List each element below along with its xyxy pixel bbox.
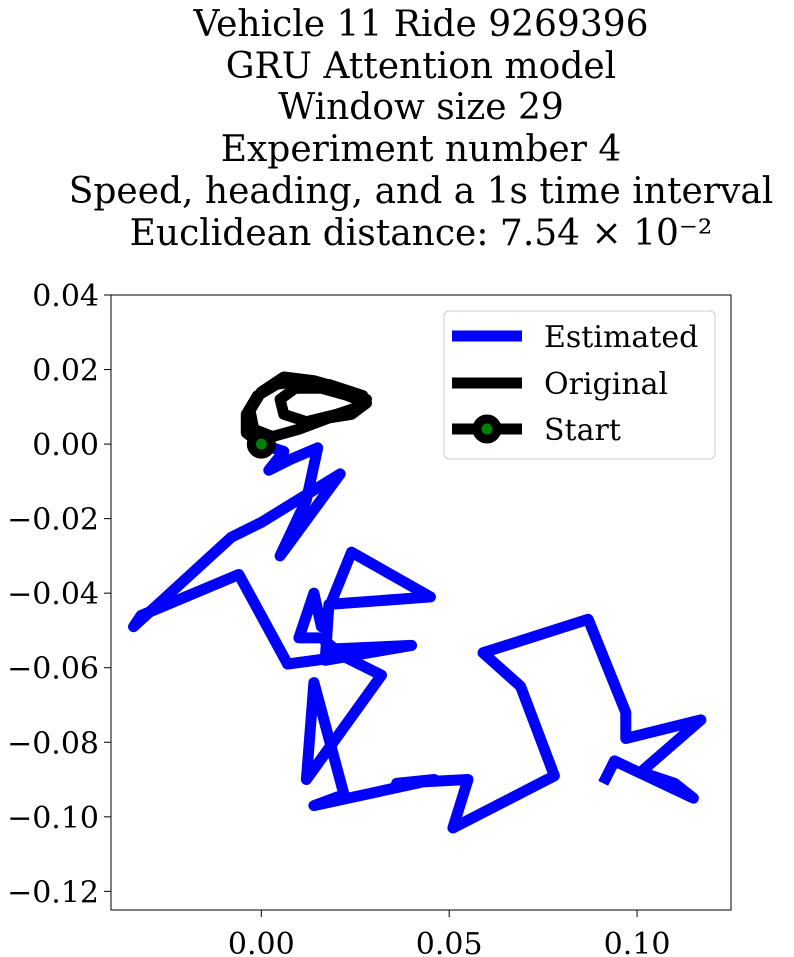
title-line-3: Window size 29 xyxy=(278,87,564,128)
legend: Estimated Original Start xyxy=(443,310,716,460)
title-line-6: Euclidean distance: 7.54 × 10⁻² xyxy=(130,213,713,254)
y-tick-label: −0.10 xyxy=(7,801,99,836)
x-axis: 0.00 0.05 0.10 xyxy=(228,910,671,957)
y-axis: 0.04 0.02 0.00 −0.02 −0.04 −0.06 −0.08 −0.10 −0.… xyxy=(7,279,111,910)
legend-start-marker xyxy=(472,414,502,444)
y-tick-label: −0.12 xyxy=(7,875,99,910)
start-marker xyxy=(246,429,276,459)
y-tick-label: 0.02 xyxy=(32,354,99,389)
series-line-original xyxy=(240,371,372,449)
series-line-estimated xyxy=(128,438,707,834)
y-tick-label: 0.04 xyxy=(32,279,99,314)
legend-label-start: Start xyxy=(544,413,621,448)
x-tick-label: 0.00 xyxy=(228,927,295,957)
title-line-2: GRU Attention model xyxy=(226,46,616,87)
series-layer xyxy=(128,371,707,834)
y-tick-label: 0.00 xyxy=(32,428,99,463)
legend-box xyxy=(443,310,716,460)
y-tick-label: −0.08 xyxy=(7,726,99,761)
title-line-5: Speed, heading, and a 1s time interval xyxy=(69,171,774,212)
title-line-1: Vehicle 11 Ride 9269396 xyxy=(192,4,648,45)
y-tick-label: −0.06 xyxy=(7,652,99,687)
legend-label-estimated: Estimated xyxy=(544,320,698,355)
legend-label-original: Original xyxy=(544,367,668,402)
x-tick-label: 0.10 xyxy=(604,927,671,957)
x-tick-label: 0.05 xyxy=(416,927,483,957)
y-tick-label: −0.04 xyxy=(7,577,99,612)
title-line-4: Experiment number 4 xyxy=(221,129,622,170)
y-tick-label: −0.02 xyxy=(7,503,99,538)
